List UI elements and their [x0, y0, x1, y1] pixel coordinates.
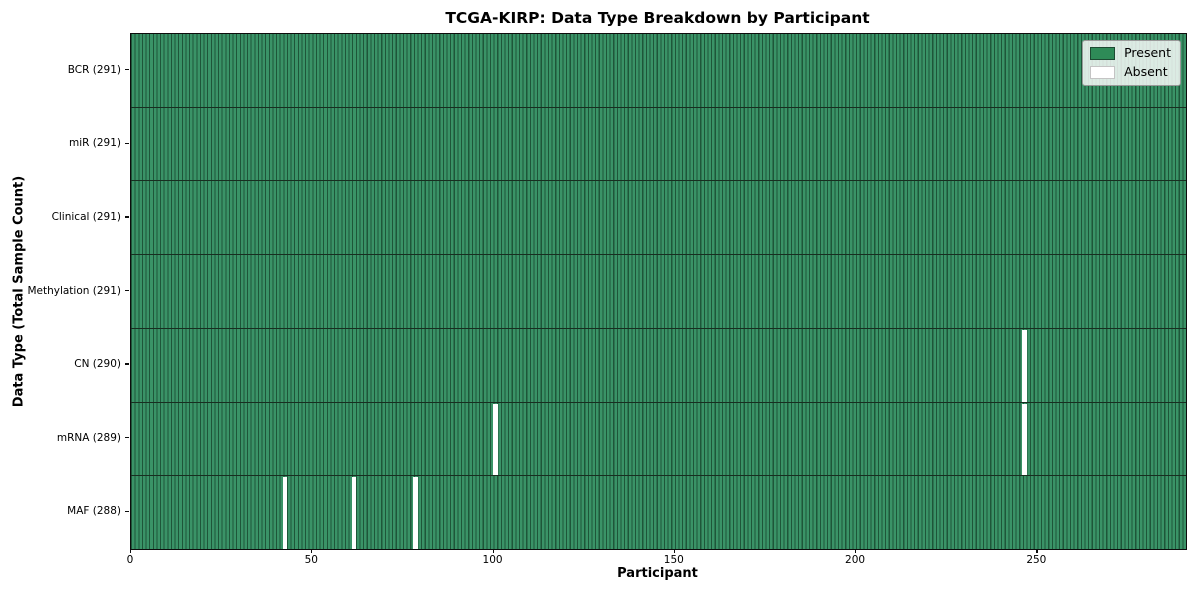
heatmap-row-methylation	[131, 254, 1186, 328]
x-tick-label: 50	[304, 554, 318, 566]
heatmap-row-maf	[131, 475, 1186, 550]
chart-title: TCGA-KIRP: Data Type Breakdown by Partic…	[445, 9, 870, 27]
present-swatch-icon	[1090, 47, 1116, 60]
x-tick-mark	[855, 549, 857, 553]
heatmap-row-clinical	[131, 180, 1186, 255]
x-tick-label: 100	[482, 554, 503, 566]
y-tick-label-bcr: BCR (291)	[67, 63, 121, 76]
legend-label-absent: Absent	[1124, 64, 1168, 80]
x-axis-label: Participant	[617, 566, 698, 581]
legend-item-absent: Absent	[1090, 66, 1171, 79]
y-tick-mark	[125, 289, 129, 292]
absent-gap	[1022, 403, 1028, 476]
y-tick-mark	[125, 69, 129, 71]
absent-gap	[413, 477, 418, 550]
y-tick-label-mrna: mRNA (289)	[56, 431, 121, 444]
plot-area: Present Absent	[130, 33, 1187, 550]
absent-swatch-icon	[1090, 66, 1116, 79]
heatmap-row-bcr	[131, 34, 1186, 107]
heatmap-row-cn	[131, 327, 1186, 402]
y-tick-mark	[125, 142, 129, 144]
y-tick-label-maf: MAF (288)	[67, 505, 121, 518]
x-tick-label: 200	[845, 554, 866, 566]
y-tick-label-methylation: Methylation (291)	[27, 284, 121, 297]
y-tick-mark	[125, 363, 129, 365]
x-tick-mark	[673, 549, 675, 553]
y-tick-label-mir: miR (291)	[68, 137, 121, 150]
absent-gap	[351, 477, 357, 550]
x-tick-mark	[311, 549, 313, 553]
heatmap-rows	[131, 34, 1186, 550]
y-axis-label: Data Type (Total Sample Count)	[11, 175, 27, 408]
x-tick-mark	[130, 549, 132, 553]
x-tick-label: 250	[1026, 554, 1047, 566]
absent-gap	[1022, 329, 1028, 402]
absent-gap	[282, 477, 288, 550]
legend-label-present: Present	[1124, 45, 1171, 61]
y-tick-label-clinical: Clinical (291)	[51, 210, 121, 223]
heatmap-row-mrna	[131, 401, 1186, 476]
x-tick-mark	[492, 549, 494, 553]
x-tick-mark	[1036, 549, 1038, 553]
heatmap-row-mir	[131, 106, 1186, 181]
x-tick-label: 0	[126, 554, 134, 566]
x-tick-label: 150	[663, 554, 684, 566]
y-tick-mark	[125, 437, 129, 439]
y-tick-mark	[125, 216, 129, 218]
y-tick-mark	[125, 510, 129, 512]
legend-item-present: Present	[1090, 47, 1171, 60]
y-tick-label-cn: CN (290)	[74, 358, 121, 371]
absent-gap	[492, 403, 498, 476]
legend: Present Absent	[1082, 40, 1181, 86]
